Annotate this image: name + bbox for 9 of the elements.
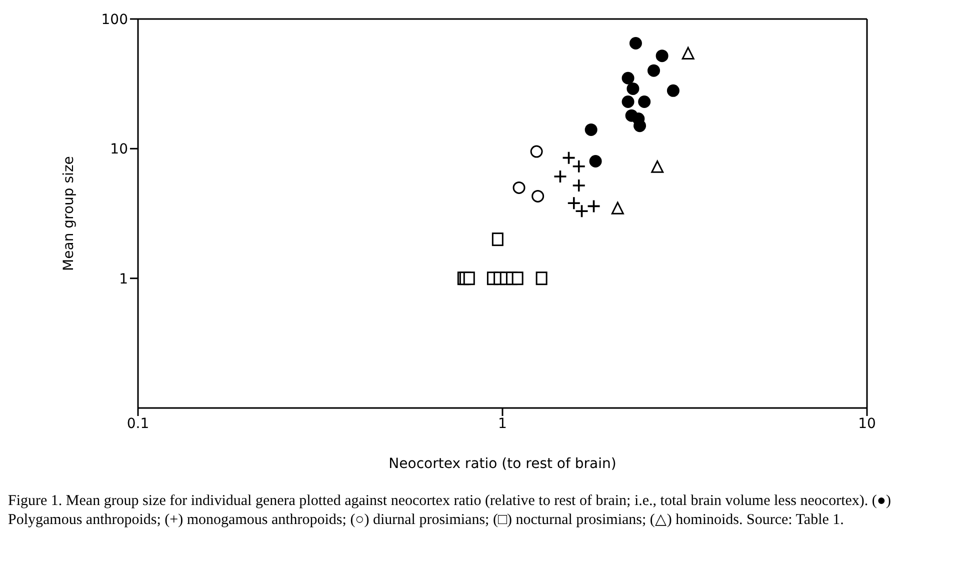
y-tick-label: 100 [101, 12, 128, 28]
y-axis-title: Mean group size [60, 156, 77, 271]
y-tick-label: 1 [119, 271, 128, 288]
x-tick-label: 1 [498, 416, 507, 432]
x-axis-title: Neocortex ratio (to rest of brain) [388, 456, 616, 472]
x-tick-label: 0.1 [126, 416, 150, 432]
x-tick-label: 10 [858, 416, 876, 432]
y-tick-label: 10 [110, 142, 128, 158]
caption: Figure 1. Mean group size for individual genera plotted against neocortex ratio (relative to rest of brain; i.e., total brain volume less neocortex). (●) Polygamous anthropoids; (+) monogamous anthropoids; (○) diurnal prosimians; (□) nocturnal prosimians; (△) hominoids. Source: Table 1. [8, 492, 892, 530]
